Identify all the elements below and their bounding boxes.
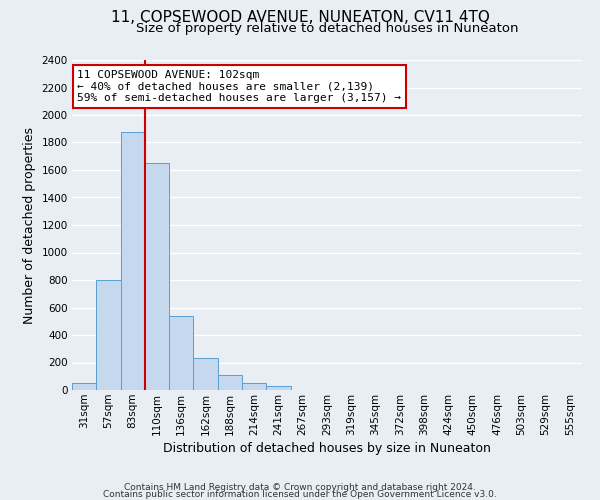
Bar <box>72 383 96 390</box>
Bar <box>242 383 266 390</box>
Bar <box>169 316 193 390</box>
Bar <box>218 375 242 390</box>
Bar <box>193 358 218 390</box>
Text: 11 COPSEWOOD AVENUE: 102sqm
← 40% of detached houses are smaller (2,139)
59% of : 11 COPSEWOOD AVENUE: 102sqm ← 40% of det… <box>77 70 401 103</box>
Text: Contains public sector information licensed under the Open Government Licence v3: Contains public sector information licen… <box>103 490 497 499</box>
Bar <box>96 280 121 390</box>
X-axis label: Distribution of detached houses by size in Nuneaton: Distribution of detached houses by size … <box>163 442 491 455</box>
Title: Size of property relative to detached houses in Nuneaton: Size of property relative to detached ho… <box>136 22 518 35</box>
Text: Contains HM Land Registry data © Crown copyright and database right 2024.: Contains HM Land Registry data © Crown c… <box>124 484 476 492</box>
Bar <box>266 386 290 390</box>
Y-axis label: Number of detached properties: Number of detached properties <box>23 126 36 324</box>
Text: 11, COPSEWOOD AVENUE, NUNEATON, CV11 4TQ: 11, COPSEWOOD AVENUE, NUNEATON, CV11 4TQ <box>110 10 490 25</box>
Bar <box>145 163 169 390</box>
Bar <box>121 132 145 390</box>
